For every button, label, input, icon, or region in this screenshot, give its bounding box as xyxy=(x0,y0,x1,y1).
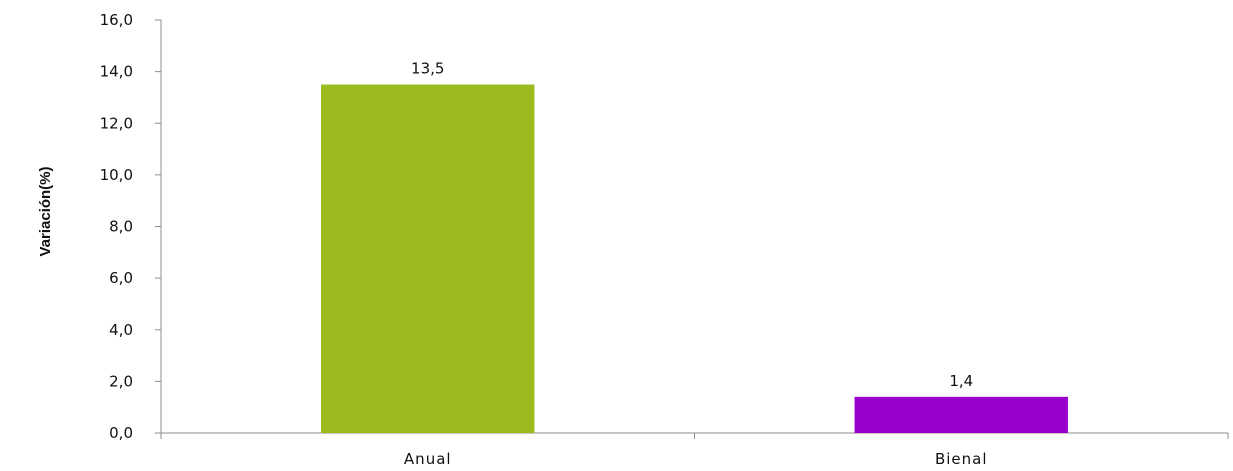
bar-bienal xyxy=(854,396,1068,433)
y-tick-label: 10,0 xyxy=(100,166,133,184)
y-tick-label: 8,0 xyxy=(109,218,133,236)
y-tick-label: 2,0 xyxy=(109,372,133,390)
data-label-anual: 13,5 xyxy=(411,60,444,78)
x-category-label: Anual xyxy=(404,450,452,468)
data-label-bienal: 1,4 xyxy=(949,372,973,390)
y-axis-ticks: 0,0 2,0 4,0 6,0 8,0 10,0 12,0 14,0 16,0 xyxy=(100,11,161,442)
y-tick-label: 12,0 xyxy=(100,114,133,132)
x-axis-ticks: Anual Bienal xyxy=(160,433,1229,468)
y-tick-label: 4,0 xyxy=(109,321,133,339)
y-tick-label: 14,0 xyxy=(100,63,133,81)
bar-anual xyxy=(321,84,535,433)
y-tick-label: 0,0 xyxy=(109,424,133,442)
y-tick-label: 6,0 xyxy=(109,269,133,287)
bars xyxy=(321,84,1068,433)
x-category-label: Bienal xyxy=(935,450,988,468)
y-tick-label: 16,0 xyxy=(100,11,133,29)
y-axis-label: Variación(%) xyxy=(37,166,54,256)
data-labels: 13,5 1,4 xyxy=(411,60,973,390)
